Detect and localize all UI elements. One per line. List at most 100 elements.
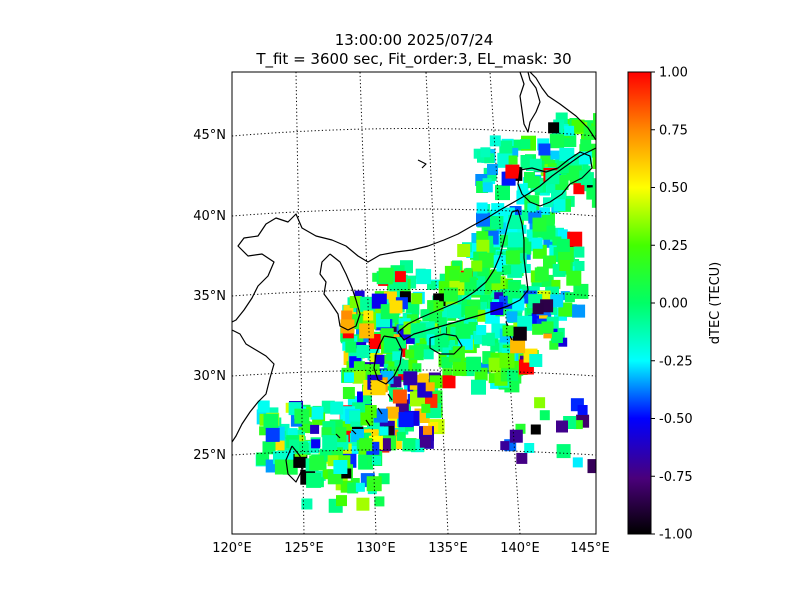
dtec-cell: [379, 426, 389, 436]
dtec-cell: [505, 164, 520, 179]
dtec-cell: [390, 376, 402, 388]
dtec-cell: [532, 228, 542, 238]
dtec-cell: [372, 455, 381, 465]
dtec-cell: [398, 412, 414, 428]
dtec-cell: [550, 294, 564, 308]
dtec-cell: [574, 261, 585, 271]
dtec-cell: [481, 332, 495, 346]
meridian-135: [425, 72, 449, 534]
dtec-cell: [532, 323, 544, 335]
dtec-cell: [500, 441, 510, 451]
dtec-cell: [418, 373, 429, 384]
map-title: 13:00:00 2025/07/24: [334, 31, 494, 49]
dtec-cell: [349, 296, 362, 308]
dtec-cell: [524, 443, 535, 453]
colorbar-tick-label: -0.75: [659, 470, 693, 485]
dtec-cell: [488, 373, 499, 384]
dtec-cell: [284, 450, 294, 460]
dtec-cell: [419, 436, 431, 448]
lat-label-40: 40°N: [193, 209, 226, 224]
dtec-cell: [384, 425, 394, 436]
coastlines: [232, 72, 596, 483]
dtec-cell: [301, 498, 313, 510]
meridian-140: [489, 72, 521, 534]
dtec-cell: [502, 325, 514, 337]
dtec-cell: [510, 338, 526, 354]
dtec-cell: [539, 307, 551, 319]
dtec-cell: [452, 260, 462, 271]
dtec-cell: [416, 269, 432, 285]
dtec-cell: [572, 457, 583, 468]
dtec-cell: [505, 250, 520, 265]
dtec-cell: [263, 413, 279, 429]
dtec-cell: [541, 321, 554, 334]
lon-label-135: 135°E: [428, 541, 468, 556]
dtec-cell: [501, 278, 513, 290]
dtec-cell: [359, 323, 375, 339]
dtec-cell: [551, 332, 563, 343]
dtec-cell: [573, 246, 585, 258]
dtec-cell: [287, 428, 298, 439]
dtec-cell: [452, 346, 465, 359]
dtec-cell: [356, 345, 370, 358]
taiwan: [285, 445, 303, 483]
shikoku: [429, 333, 463, 355]
dtec-cell: [343, 305, 354, 316]
colorbar-tick-label: 0.75: [659, 123, 688, 138]
dtec-cell: [534, 397, 546, 409]
dtec-cell: [502, 265, 512, 275]
dtec-cell: [490, 273, 501, 284]
dtec-cell: [295, 434, 305, 444]
dtec-cell: [494, 292, 504, 302]
colorbar-tick-label: 0.25: [659, 239, 688, 254]
dtec-cell: [310, 424, 320, 434]
dtec-cell: [392, 351, 403, 362]
dtec-cell: [457, 244, 471, 257]
dtec-cell: [478, 252, 494, 268]
dtec-cell: [587, 459, 596, 474]
dtec-cell: [452, 361, 467, 376]
dtec-cell: [366, 476, 382, 492]
dtec-cell: [353, 361, 365, 373]
colorbar-tick-label: -1.00: [659, 528, 693, 543]
dtec-cell: [499, 234, 511, 246]
dtec-cell: [342, 387, 355, 399]
ryukyu-islands: [335, 393, 393, 439]
dtec-cell: [539, 410, 550, 421]
dtec-cell: [447, 304, 462, 319]
dtec-cell: [512, 139, 524, 151]
meridian-130: [359, 72, 377, 534]
dtec-cell: [571, 119, 585, 133]
dtec-cell: [433, 301, 444, 312]
dtec-cell: [482, 182, 493, 193]
dtec-cell: [437, 317, 447, 327]
dtec-cell: [559, 260, 571, 271]
lat-label-35: 35°N: [193, 289, 226, 304]
dtec-cell: [578, 163, 589, 174]
dtec-cell: [566, 270, 582, 286]
dtec-cell: [512, 298, 525, 311]
dtec-cell: [265, 427, 280, 442]
dtec-cell: [499, 140, 513, 154]
dtec-cell: [405, 349, 415, 359]
dtec-cell: [399, 291, 411, 303]
dtec-cell: [349, 410, 361, 422]
sakhalin: [519, 72, 541, 133]
lat-label-30: 30°N: [193, 369, 226, 384]
dtec-cell: [564, 125, 575, 136]
dtec-cell: [517, 183, 529, 195]
colorbar-ticks: 1.00 0.75 0.50 0.25 0.00 -0.25 -0.50 -0.75 -1.00: [651, 66, 693, 543]
dtec-cell: [370, 370, 380, 380]
dtec-cell: [269, 407, 279, 417]
dtec-cell: [441, 345, 452, 355]
dtec-cell: [556, 420, 568, 433]
dtec-cell: [347, 482, 359, 494]
dtec-cell: [257, 400, 270, 413]
hokkaido: [517, 151, 593, 207]
dtec-cell: [521, 209, 533, 221]
dtec-cell: [360, 412, 374, 426]
island-north: [417, 159, 427, 169]
dtec-cell: [362, 395, 372, 405]
dtec-cell: [515, 423, 526, 434]
